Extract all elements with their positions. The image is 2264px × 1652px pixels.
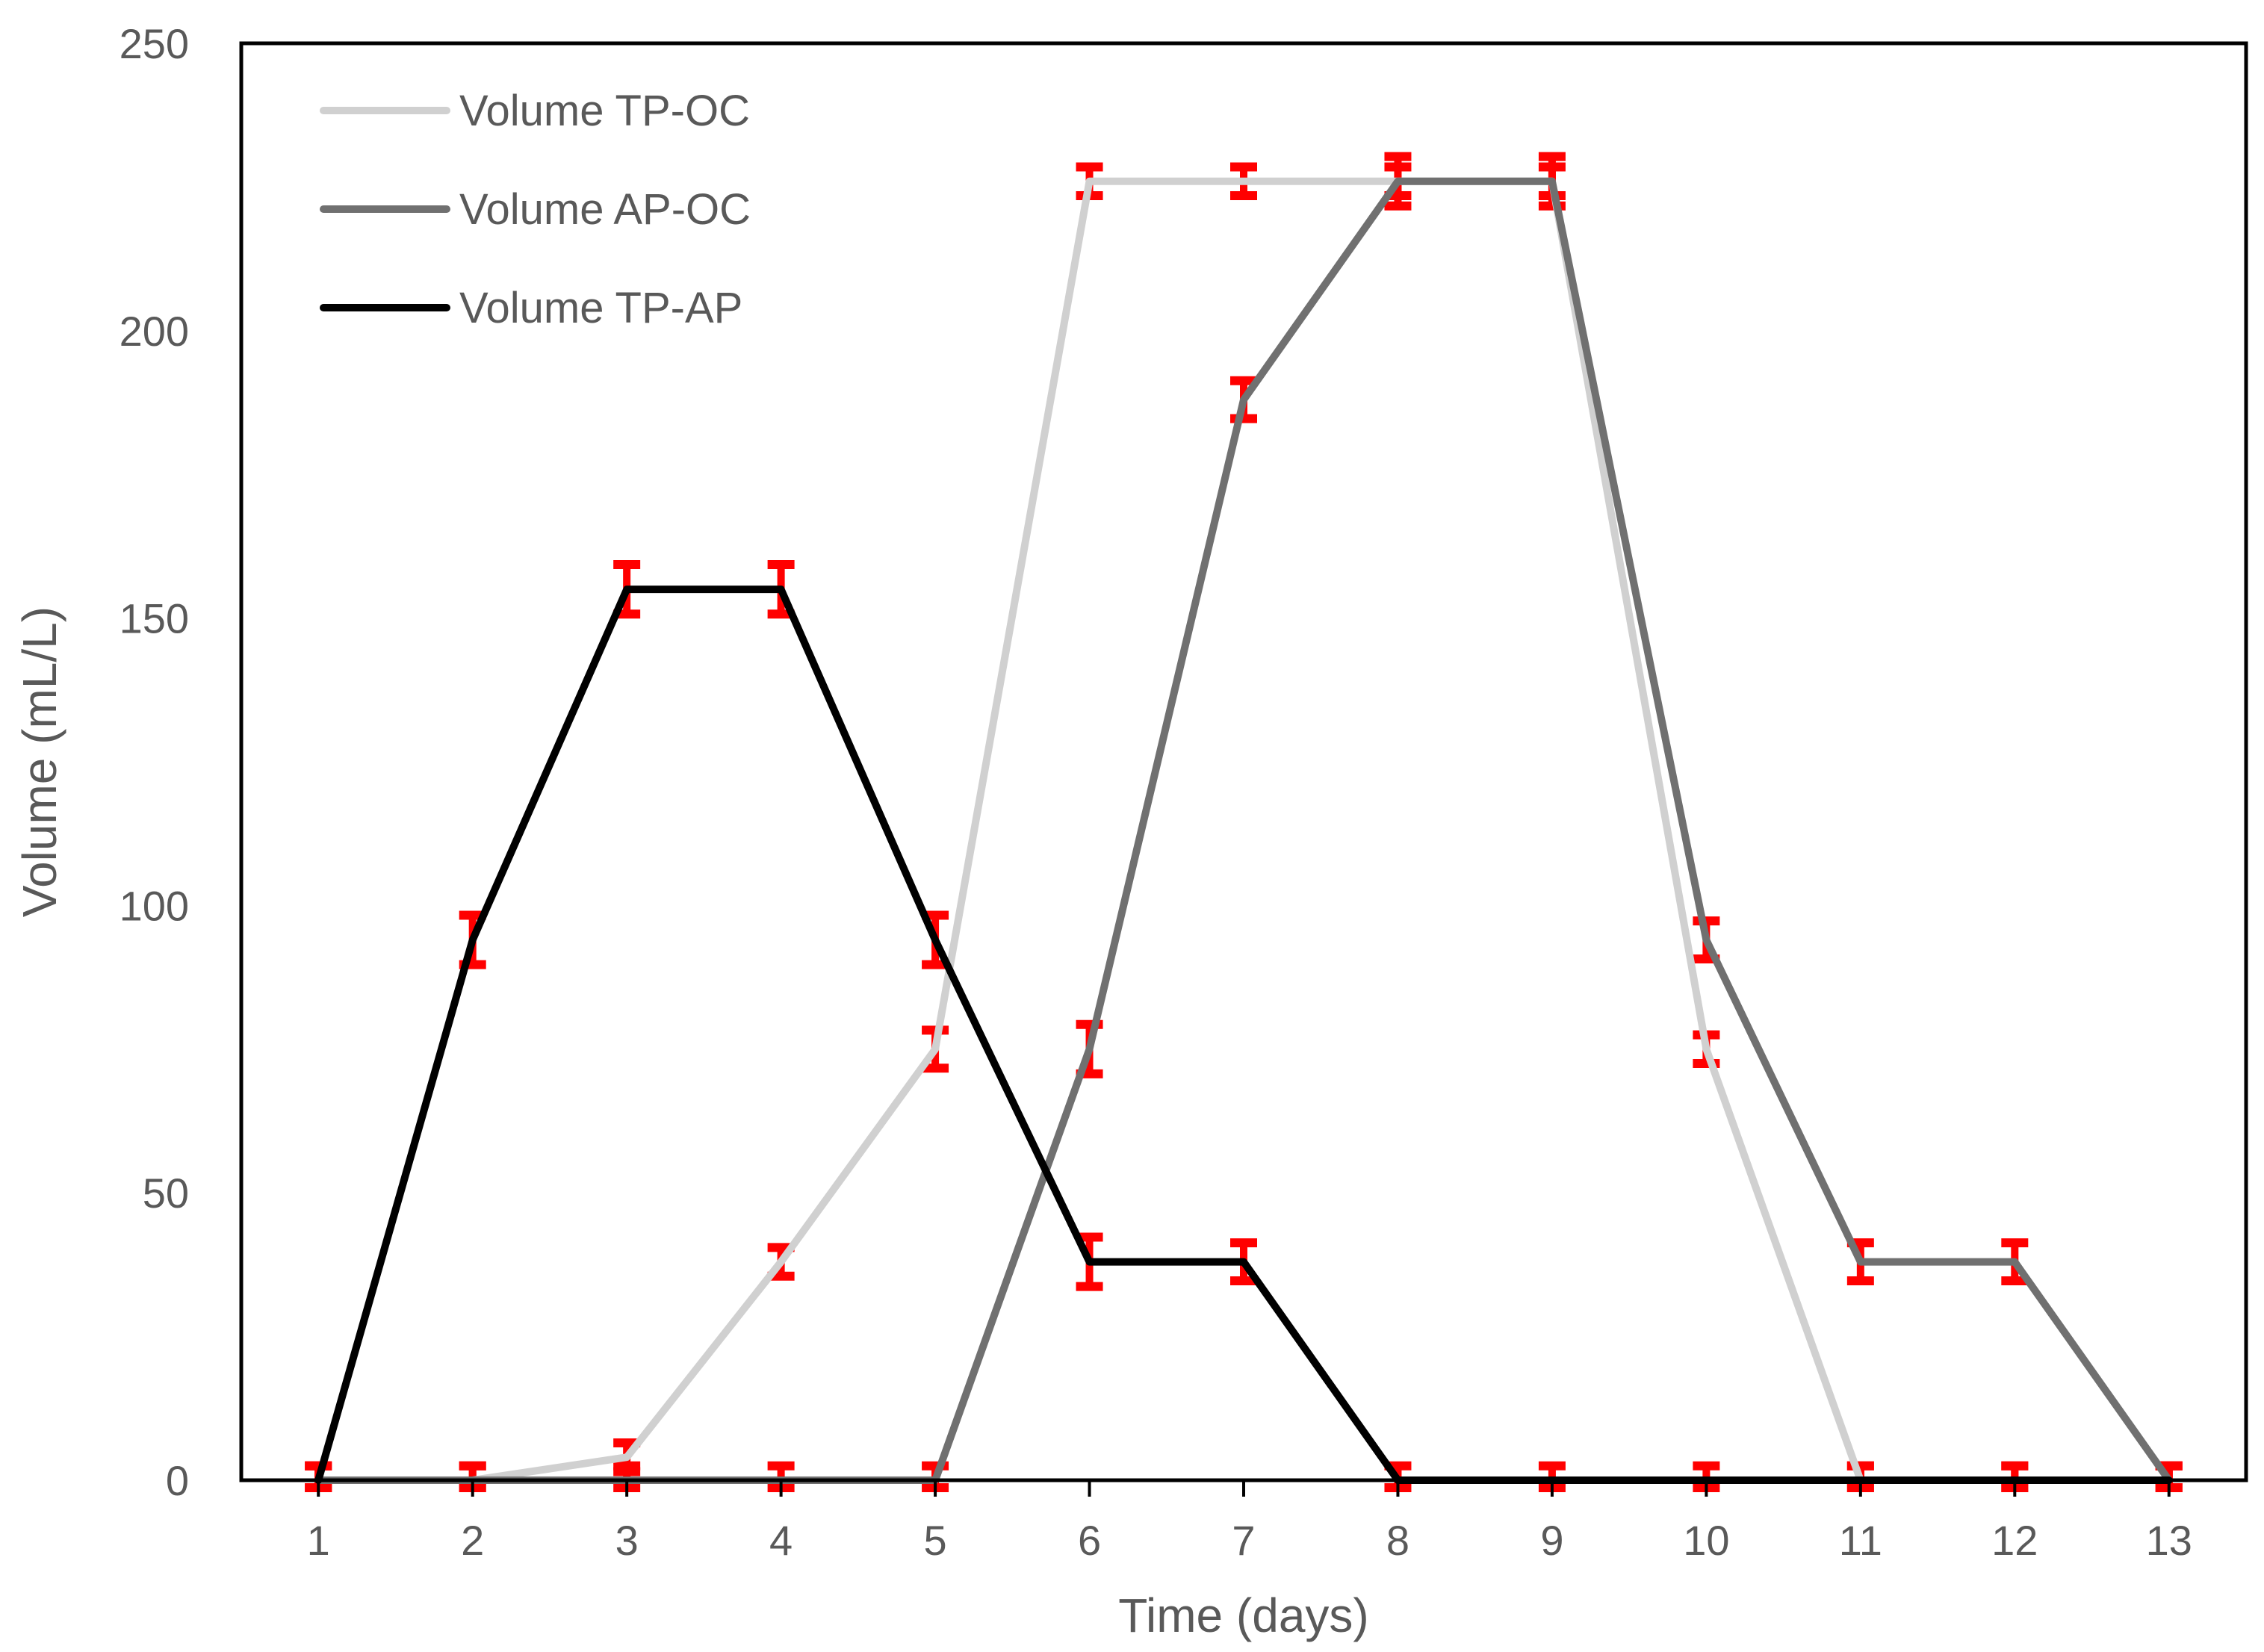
x-tick-label: 3: [615, 1517, 639, 1564]
y-tick-label: 150: [120, 595, 189, 642]
x-tick-label: 7: [1232, 1517, 1255, 1564]
legend-label: Volume AP-OC: [459, 185, 751, 234]
y-tick-label: 250: [120, 20, 189, 67]
y-axis-title: Volume (mL/L): [13, 606, 66, 917]
x-axis-title: Time (days): [1118, 1589, 1368, 1642]
y-tick-label: 100: [120, 882, 189, 929]
legend-entry: Volume TP-AP: [320, 284, 742, 332]
x-tick-label: 4: [769, 1517, 793, 1564]
y-tick-label: 50: [143, 1170, 189, 1217]
y-tick-label: 200: [120, 308, 189, 355]
legend-label: Volume TP-AP: [459, 284, 742, 332]
x-tick-label: 10: [1683, 1517, 1729, 1564]
x-tick-label: 9: [1540, 1517, 1563, 1564]
x-tick-label: 12: [1991, 1517, 2038, 1564]
legend-entry: Volume AP-OC: [320, 185, 751, 234]
y-tick-label: 0: [166, 1457, 189, 1504]
legend-entry: Volume TP-OC: [320, 87, 750, 135]
x-tick-label: 2: [461, 1517, 484, 1564]
x-tick-label: 8: [1386, 1517, 1409, 1564]
legend-label: Volume TP-OC: [459, 87, 750, 135]
y-axis-ticks: 0 50 100 150 200 250: [120, 20, 189, 1504]
x-axis-ticks: 1 2 3 4 5 6 7 8 9 10 11 12 13: [307, 1480, 2192, 1564]
legend: Volume TP-OC Volume AP-OC Volume TP-AP: [320, 87, 751, 332]
x-tick-label: 1: [307, 1517, 330, 1564]
x-tick-label: 6: [1078, 1517, 1101, 1564]
x-tick-label: 13: [2146, 1517, 2192, 1564]
x-tick-label: 5: [923, 1517, 946, 1564]
x-tick-label: 11: [1839, 1517, 1882, 1564]
